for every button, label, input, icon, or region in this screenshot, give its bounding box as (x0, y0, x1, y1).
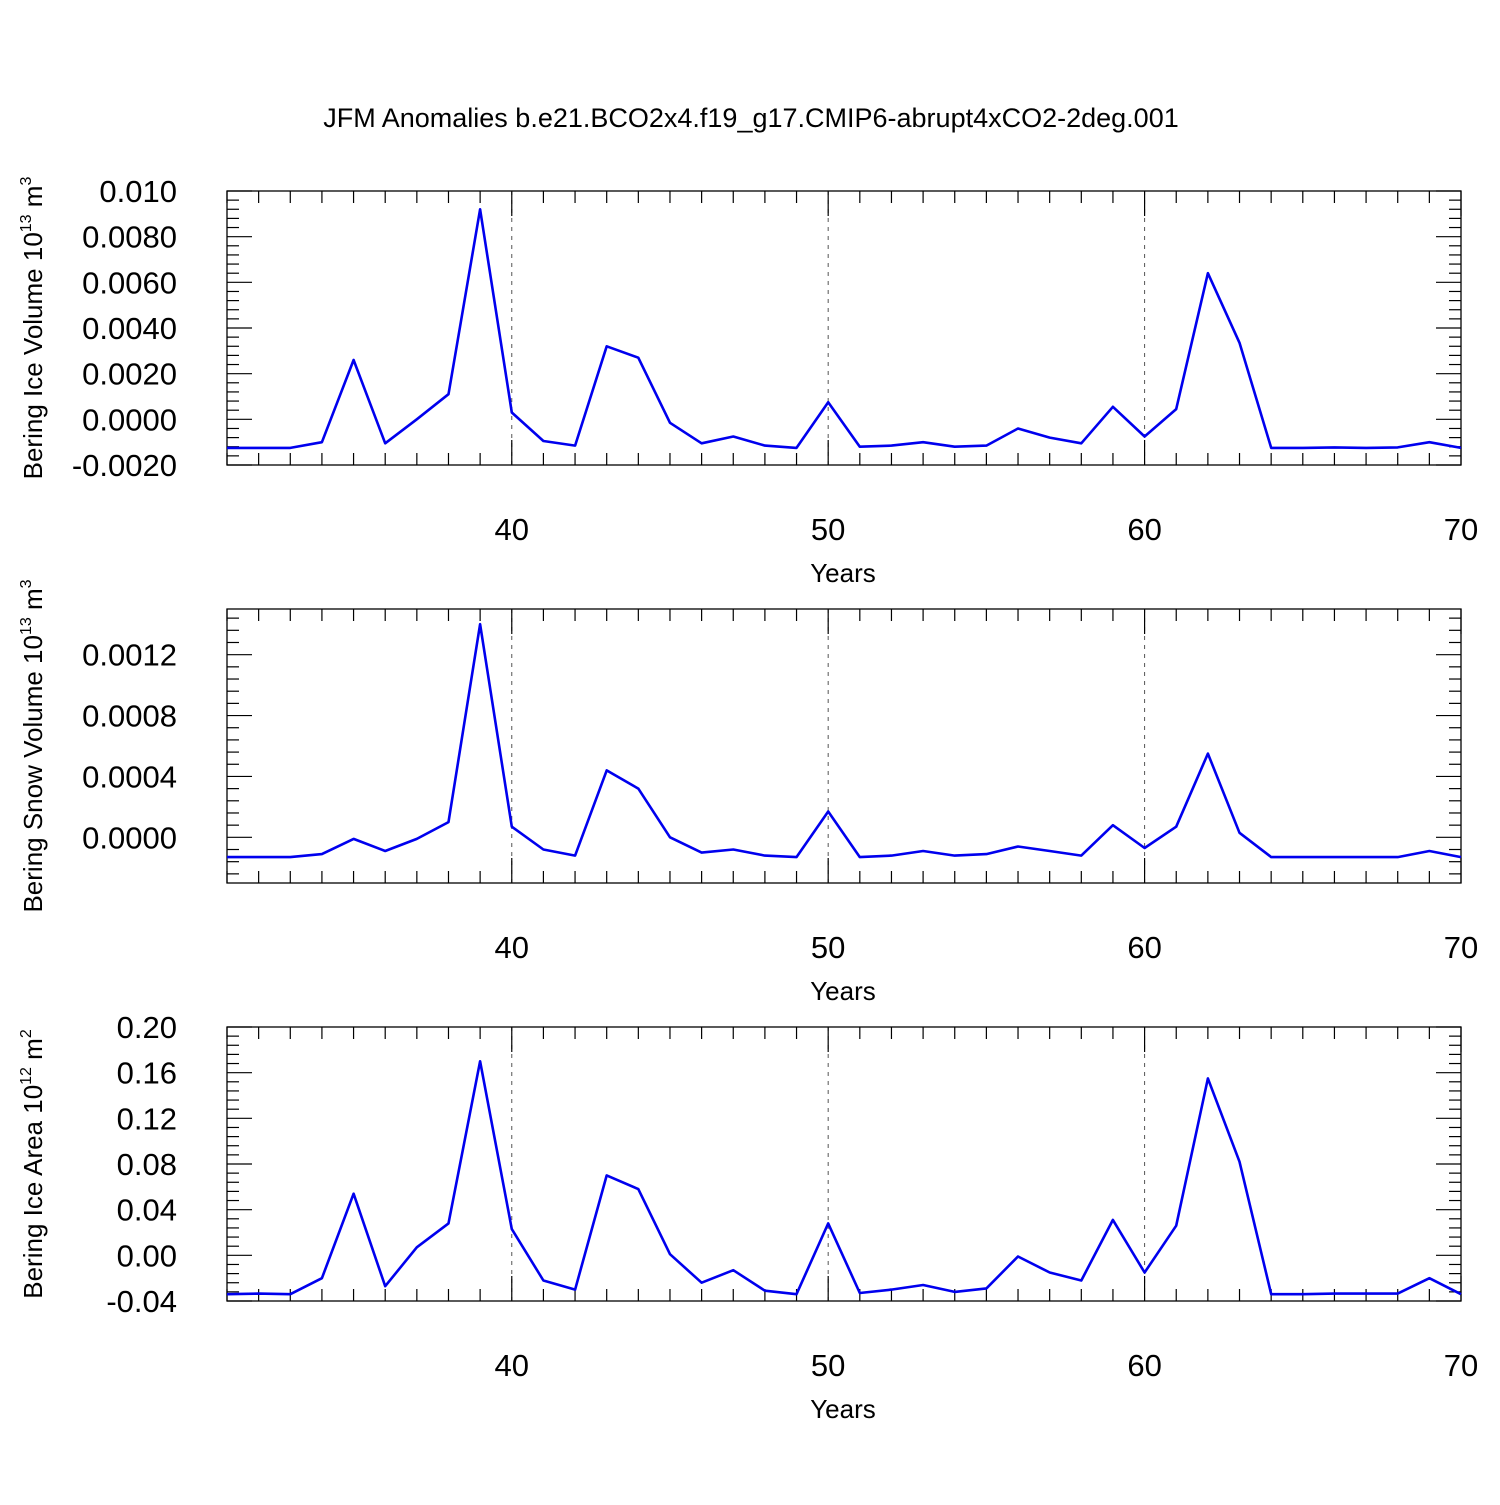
x-tick-label: 60 (1127, 1348, 1161, 1383)
figure-title: JFM Anomalies b.e21.BCO2x4.f19_g17.CMIP6… (323, 103, 1178, 133)
panels: 40 50 60 70-0.00200.00000.00200.00400.00600… (18, 174, 1478, 1424)
y-tick-label: 0.0020 (82, 357, 177, 392)
x-tick-label: 60 (1127, 930, 1161, 965)
y-tick-label: -0.0020 (72, 448, 177, 483)
x-axis-label: Years (810, 1394, 876, 1424)
y-tick-label: 0.0004 (82, 759, 177, 794)
y-tick-label: 0.0008 (82, 699, 177, 734)
series-line (226, 1060, 1462, 1296)
y-tick-label: 0.0080 (82, 220, 177, 255)
y-axis-label-unit: m (18, 1038, 48, 1067)
x-tick-label: 50 (811, 930, 845, 965)
y-axis-label-unit-exponent: 3 (18, 579, 35, 588)
y-axis-label-unit: m (18, 588, 48, 617)
x-tick-label: 70 (1444, 930, 1478, 965)
y-axis-label: Bering Ice Volume 1013 m3 (18, 177, 48, 480)
y-tick-label: 0.20 (117, 1010, 177, 1045)
y-axis-label: Bering Snow Volume 1013 m3 (18, 579, 48, 912)
y-tick-label: 0.0012 (82, 638, 177, 673)
y-axis-label-text: Bering Ice Volume 10 (18, 232, 48, 479)
panel-2: 40 50 60 70 0.0000 0.0004 0.0008 0.0012 Years Ber… (18, 579, 1478, 1006)
y-axis-label-unit-exponent: 2 (18, 1029, 35, 1038)
plot-frame (226, 608, 1462, 884)
y-tick-label: 0.0060 (82, 265, 177, 300)
y-axis-label-unit-exponent: 3 (18, 177, 35, 186)
y-tick-label: 0.0000 (82, 820, 177, 855)
panel-1: 40 50 60 70 -0.0020 0.0000 0.0020 0.0040 0.0060 0… (18, 174, 1478, 588)
y-tick-label: 0.0000 (82, 402, 177, 437)
x-tick-label: 60 (1127, 512, 1161, 547)
y-axis-label-text: Bering Snow Volume 10 (18, 635, 48, 913)
y-tick-label: 0.010 (99, 174, 177, 209)
x-tick-label: 40 (495, 1348, 529, 1383)
y-tick-label: 0.04 (117, 1193, 177, 1228)
y-tick-label: -0.04 (106, 1284, 177, 1319)
panel-3: 40 50 60 70 -0.04 0.00 0.04 0.08 0.12 0.16 0.20 Yea… (18, 1010, 1478, 1424)
y-tick-label: 0.16 (117, 1056, 177, 1091)
y-tick-label: 0.00 (117, 1238, 177, 1273)
y-axis-label-exponent: 13 (18, 617, 35, 635)
series-line (227, 622, 1462, 859)
x-tick-label: 70 (1444, 512, 1478, 547)
series-line (227, 208, 1462, 450)
y-axis-label-text: Bering Ice Area 10 (18, 1085, 48, 1299)
y-tick-label: 0.0040 (82, 311, 177, 346)
y-axis-label-unit: m (18, 186, 48, 215)
x-tick-label: 40 (495, 512, 529, 547)
x-axis-label: Years (810, 976, 876, 1006)
x-tick-label: 50 (811, 1348, 845, 1383)
x-tick-label: 70 (1444, 1348, 1478, 1383)
x-axis-label: Years (810, 558, 876, 588)
y-axis-label-exponent: 13 (18, 214, 35, 232)
x-tick-label: 40 (495, 930, 529, 965)
y-axis-label-exponent: 12 (18, 1067, 35, 1085)
x-tick-label: 50 (811, 512, 845, 547)
y-axis-label: Bering Ice Area 1012 m2 (18, 1029, 48, 1299)
y-tick-label: 0.08 (117, 1147, 177, 1182)
y-tick-label: 0.12 (117, 1101, 177, 1136)
